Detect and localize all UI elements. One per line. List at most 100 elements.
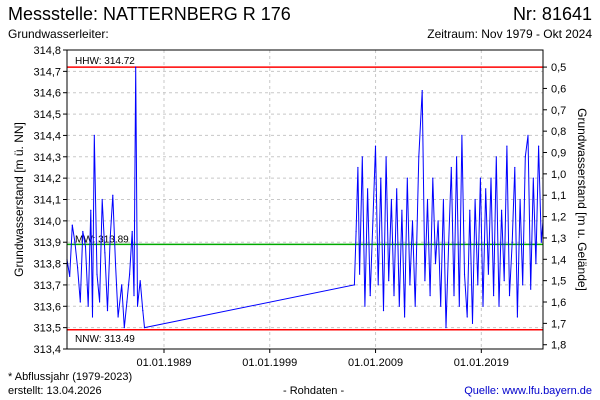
data-point	[126, 301, 128, 303]
data-point	[527, 134, 529, 136]
y-tick-label-right: 1,7	[551, 318, 566, 330]
data-point	[367, 188, 369, 190]
y-tick-label-left: 314,8	[33, 45, 61, 57]
y-tick-label-left: 314,0	[33, 216, 61, 228]
y-tick-label-right: 0,5	[551, 62, 566, 74]
y-tick-label-right: 0,9	[551, 148, 566, 160]
created-date: erstellt: 13.04.2026	[8, 385, 102, 397]
data-point	[524, 156, 526, 158]
data-point	[495, 156, 497, 158]
data-point	[453, 295, 455, 297]
source-link[interactable]: Quelle: www.lfu.bayern.de	[464, 385, 592, 397]
data-point	[135, 66, 137, 68]
data-point	[123, 327, 125, 329]
data-point	[421, 90, 423, 92]
data-point	[353, 284, 355, 286]
data-point	[456, 156, 458, 158]
data-point	[516, 316, 519, 318]
series-line	[66, 67, 544, 329]
data-point	[357, 166, 359, 169]
y-tick-label-right: 1,4	[551, 254, 566, 266]
data-point	[409, 284, 411, 286]
data-point	[493, 295, 495, 297]
y-tick-label-right: 1,6	[551, 297, 566, 309]
reference-line-label: HHW: 314.72	[75, 56, 135, 67]
footnote: * Abflussjahr (1979-2023)	[8, 371, 133, 383]
data-point	[114, 263, 117, 265]
data-point	[514, 166, 516, 169]
y-tick-label-left: 314,2	[33, 173, 61, 185]
data-point	[104, 252, 106, 254]
data-point	[109, 237, 111, 239]
reference-line-label: NNW: 313.49	[75, 334, 135, 345]
y-tick-label-left: 313,6	[33, 301, 61, 313]
y-axis-left-label: Grundwasserstand [m ü. NN]	[12, 122, 26, 277]
y-tick-label-left: 313,4	[33, 344, 61, 356]
data-point	[418, 156, 420, 158]
data-point	[540, 241, 542, 243]
y-tick-label-left: 314,1	[33, 195, 61, 207]
data-point	[364, 305, 366, 307]
y-tick-label-left: 313,8	[33, 259, 61, 271]
data-point	[414, 305, 416, 307]
y-axis-left: 314,8 314,7 314,6 314,5 314,4 314,3 314,2 314,1…	[33, 45, 67, 356]
data-point	[112, 194, 114, 196]
y-tick-label-left: 313,9	[33, 237, 61, 249]
y-axis-right-label: Grundwasserstand [m u. Gelände]	[575, 108, 589, 291]
data-point	[380, 177, 382, 179]
data-point	[106, 310, 109, 312]
data-point	[522, 284, 524, 286]
data-point	[99, 301, 101, 303]
y-tick-label-left: 313,5	[33, 323, 61, 335]
reference-line-label: MW: 313.89	[75, 234, 129, 245]
data-point	[74, 241, 76, 243]
data-point	[445, 327, 447, 329]
data-point	[77, 267, 79, 269]
data-point	[487, 273, 489, 275]
data-point	[90, 209, 92, 211]
data-point	[411, 220, 414, 222]
station-number: Nr: 81641	[512, 4, 592, 24]
data-point	[508, 295, 511, 297]
data-point	[117, 316, 119, 318]
data-point	[355, 230, 357, 233]
data-point	[429, 295, 431, 297]
data-point	[71, 224, 73, 226]
data-point	[129, 273, 131, 275]
data-point	[426, 198, 429, 201]
data-point	[401, 209, 403, 211]
data-point	[532, 177, 534, 179]
y-tick-label-right: 1,3	[551, 233, 566, 245]
data-point	[136, 305, 139, 307]
data-point	[448, 241, 450, 243]
data-point	[406, 177, 408, 179]
data-point	[93, 134, 95, 136]
x-tick-label: 01.01.1989	[136, 357, 191, 369]
data-point	[91, 316, 94, 318]
y-tick-label-left: 314,5	[33, 109, 61, 121]
y-tick-label-right: 1,1	[551, 190, 566, 202]
x-axis: 01.01.1989 01.01.1999 01.01.2009 01.01.2019	[136, 349, 509, 369]
data-point	[139, 280, 141, 282]
data-point	[69, 275, 71, 277]
data-point	[361, 156, 363, 158]
data-point	[477, 284, 479, 286]
data-point	[359, 273, 361, 275]
data-point	[469, 209, 471, 211]
data-point	[450, 166, 452, 169]
data-point	[442, 198, 444, 201]
series-group	[66, 66, 544, 329]
data-point	[79, 301, 81, 303]
x-tick-label: 01.01.2009	[348, 357, 403, 369]
y-tick-label-left: 314,6	[33, 88, 61, 100]
data-point	[463, 273, 466, 275]
data-point	[121, 284, 123, 286]
station-title: Messstelle: NATTERNBERG R 176	[8, 4, 291, 24]
data-point	[390, 198, 392, 201]
period-label: Zeitraum: Nov 1979 - Okt 2024	[427, 27, 592, 41]
y-tick-label-left: 314,7	[33, 66, 61, 78]
x-tick-label: 01.01.1999	[242, 357, 297, 369]
data-point	[471, 322, 474, 324]
y-tick-label-right: 1,8	[551, 340, 566, 352]
